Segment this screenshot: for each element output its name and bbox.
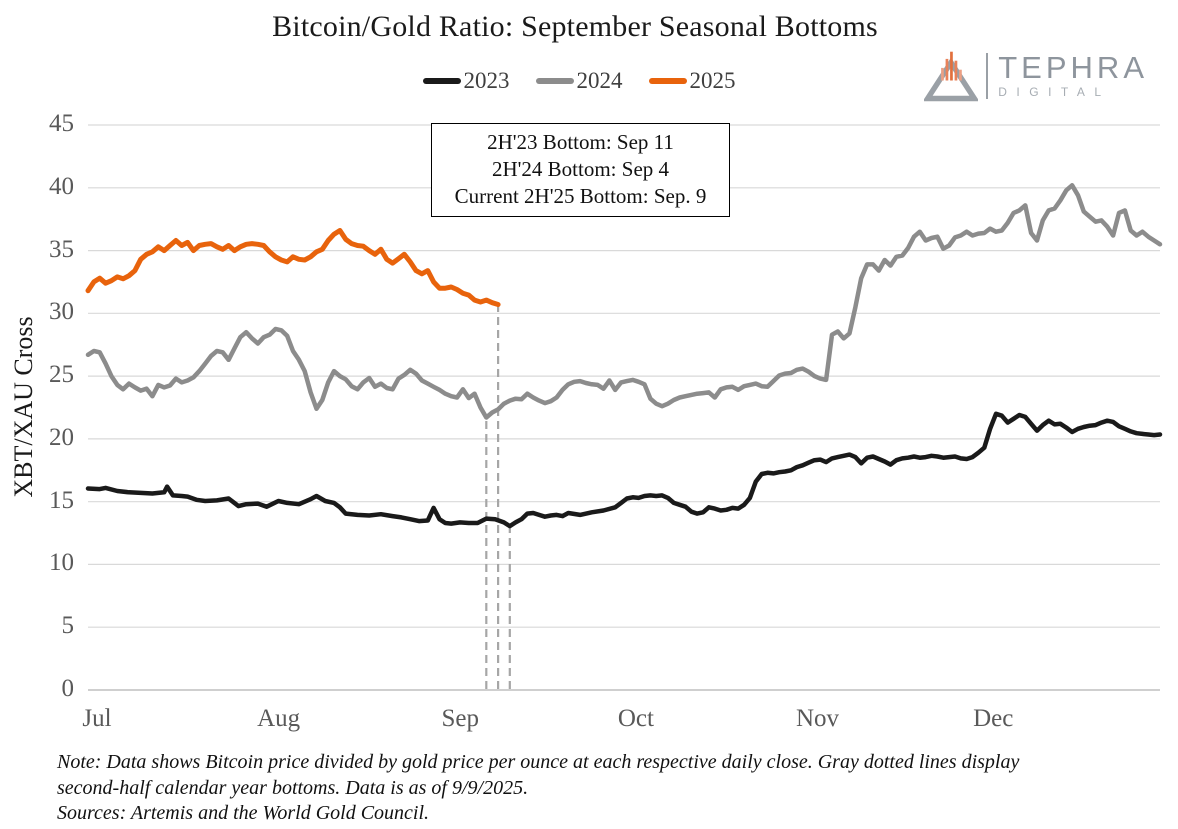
y-tick-35: 35	[49, 235, 74, 263]
note-line-1: Note: Data shows Bitcoin price divided b…	[57, 751, 1020, 773]
legend-item-2023: 2023	[422, 68, 510, 94]
logo-divider	[986, 53, 989, 99]
legend-item-2025: 2025	[648, 68, 736, 94]
series-line-2025	[85, 228, 501, 307]
legend-item-2024: 2024	[535, 68, 623, 94]
y-tick-0: 0	[61, 675, 75, 702]
y-tick-45: 45	[49, 110, 74, 137]
tephra-logo: TEPHRA DIGITAL	[924, 48, 1148, 104]
annotation-line-2025: Current 2H'25 Bottom: Sep. 9	[454, 184, 707, 208]
annotation-line-2023: 2H'23 Bottom: Sep 11	[487, 130, 674, 154]
legend-swatch-2024	[535, 78, 574, 84]
legend-swatch-2023	[422, 78, 461, 84]
legend-label-2023: 2023	[463, 68, 510, 93]
y-tick-15: 15	[49, 486, 74, 514]
y-tick-30: 30	[49, 298, 74, 326]
x-label-nov: Nov	[795, 705, 840, 732]
y-tick-20: 20	[49, 423, 74, 451]
legend: 2023 2024 2025	[0, 68, 1158, 94]
chart-title: Bitcoin/Gold Ratio: September Seasonal B…	[272, 10, 878, 43]
x-label-dec: Dec	[973, 705, 1014, 732]
x-label-oct: Oct	[617, 705, 654, 732]
x-label-aug: Aug	[257, 705, 301, 732]
annotation-box: 2H'23 Bottom: Sep 11 2H'24 Bottom: Sep 4…	[431, 123, 730, 217]
footnotes: Note: Data shows Bitcoin price divided b…	[57, 750, 1019, 827]
legend-swatch-2025	[648, 78, 687, 84]
annotation-line-2024: 2H'24 Bottom: Sep 4	[491, 157, 670, 181]
x-label-sep: Sep	[441, 705, 479, 732]
note-line-2: second-half calendar year bottoms. Data …	[57, 776, 529, 799]
y-axis-title: XBT/XAU Cross	[9, 316, 38, 498]
logo-subtitle: DIGITAL	[998, 85, 1111, 99]
y-tick-5: 5	[61, 612, 75, 640]
series-line-2024	[85, 183, 1163, 420]
tephra-logo-icon	[924, 51, 979, 102]
y-tick-40: 40	[49, 172, 74, 200]
logo-text: TEPHRA DIGITAL	[998, 50, 1148, 99]
y-tick-10: 10	[49, 549, 74, 577]
legend-label-2025: 2025	[689, 68, 736, 93]
note-line-3: Sources: Artemis and the World Gold Coun…	[57, 802, 430, 824]
x-label-jul: Jul	[82, 705, 112, 732]
y-tick-25: 25	[49, 361, 74, 389]
legend-label-2024: 2024	[576, 68, 623, 93]
logo-wordmark: TEPHRA	[998, 50, 1148, 85]
series-line-2023	[85, 411, 1163, 529]
